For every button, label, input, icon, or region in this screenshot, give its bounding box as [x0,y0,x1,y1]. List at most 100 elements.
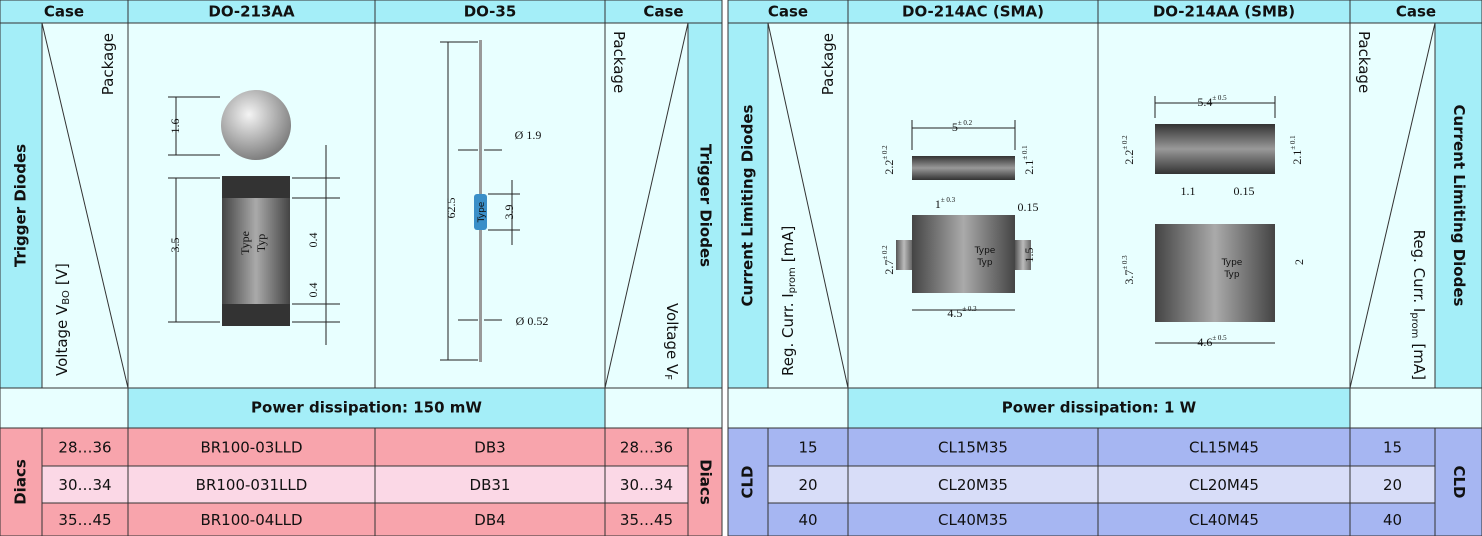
dimension-label: Ø 0.52 [516,314,549,328]
text-part: 4.5 [947,306,962,320]
diag-label: Package [611,31,629,93]
dimension-label: 0.15 [1018,200,1039,214]
table-cell: 20 [798,476,817,494]
text-part: Package [819,33,837,95]
table-cell: CL20M35 [938,476,1008,494]
table-cell: DB4 [474,511,505,529]
text-part: 1.1 [1181,184,1196,198]
dimension-label: 2.7± 0.2 [881,245,896,275]
cell [847,22,1099,389]
superscript: ± 0.3 [941,196,956,204]
cell [727,387,849,429]
text-part: 5.4 [1197,95,1212,109]
text-part: Typ [254,234,268,253]
diagonal [1349,22,1436,389]
header: Case [643,3,683,21]
dimension-label: 4.6± 0.5 [1197,334,1227,349]
package-bottom [912,215,1015,293]
cell [41,502,129,536]
table-cell: 15 [798,439,817,457]
table-cell: 15 [1383,439,1402,457]
text-part: Typ [976,258,992,268]
table-cell: BR100-04LLD [200,511,302,529]
dimension-label: 1± 0.3 [935,196,956,211]
cell [374,427,606,467]
text-part: 2.1 [1290,150,1304,165]
table-cell: CL20M45 [1189,476,1259,494]
dimension-label: 1.5 [1022,248,1036,263]
text-part: 4.6 [1197,335,1212,349]
unit: [mA] [1411,343,1429,380]
side-label: Current Limiting Diodes [1450,105,1468,307]
header: Case [768,3,808,21]
table-cell: 40 [798,511,817,529]
dimension-label: 2.2± 0.2 [1121,135,1136,165]
cell [374,465,606,504]
text-part: 0.15 [1234,184,1255,198]
group-label: Diacs [697,459,715,505]
dimension-label: Typ [1223,270,1239,280]
text-part: Typ [1223,270,1239,280]
superscript: ± 0.1 [1289,135,1297,150]
table-cell: BR100-031LLD [196,476,308,494]
superscript: ± 0.2 [958,119,973,127]
dimension-label: Type [238,231,252,255]
superscript: ± 0.3 [962,305,977,313]
dimension-label: 0.4 [306,283,320,298]
cell [727,22,769,389]
package-pad [1015,240,1031,270]
text-part: 3.9 [502,205,516,220]
text-part: 1.6 [168,119,182,134]
table-cell: 35…45 [620,511,673,529]
dimension-label: 2.1± 0.1 [1021,145,1036,175]
text-part: 1 [935,197,941,211]
text-part: Package [99,33,117,95]
cell [1097,427,1351,467]
cell [1097,465,1351,504]
text-part: Package [1356,31,1374,93]
dimension-label: Typ [976,258,992,268]
cell [604,387,723,429]
subscript: prom [787,267,798,293]
table-cell: BR100-03LLD [200,439,302,457]
diag-label: Package [1356,31,1374,93]
text-part: Ø 0.52 [516,314,549,328]
diode-cap [222,176,290,198]
diode-body [474,194,487,230]
dimension-label: Type [477,201,487,223]
text-part: Reg. Curr. I [1411,230,1429,313]
cell [604,502,689,536]
cell [604,427,689,467]
header: DO-213AA [208,3,295,21]
text-part: Package [611,31,629,93]
text-part: 1.5 [1022,248,1036,263]
cell [1434,427,1482,536]
superscript: ± 0.3 [1121,255,1129,270]
header: DO-214AC (SMA) [902,3,1044,21]
table-cell: 35…45 [58,511,111,529]
dimension-label: 2.2± 0.2 [881,145,896,175]
text-part: 2.1 [1022,160,1036,175]
unit: [mA] [779,226,797,263]
header: Case [1396,3,1436,21]
cell [847,427,1099,467]
text-part: Type [238,231,252,255]
text-part: 62.5 [444,198,458,219]
side-label: Current Limiting Diodes [739,104,757,306]
superscript: ± 0.2 [881,245,889,260]
subscript: prom [1409,312,1420,338]
subscript: BO [61,290,72,305]
text-part: Type [974,246,996,256]
text-part: 0.4 [306,233,320,248]
text-part: 2 [1292,259,1306,265]
header: DO-35 [464,3,517,21]
text-part: 3.7 [1122,270,1136,285]
diagonal [41,22,129,389]
text-part: Ø 1.9 [515,128,542,142]
cell [0,387,129,429]
table-cell: 28…36 [58,439,111,457]
power-label: Power dissipation: 150 mW [251,399,482,417]
table-cell: 20 [1383,476,1402,494]
cell [127,502,376,536]
cell [127,465,376,504]
